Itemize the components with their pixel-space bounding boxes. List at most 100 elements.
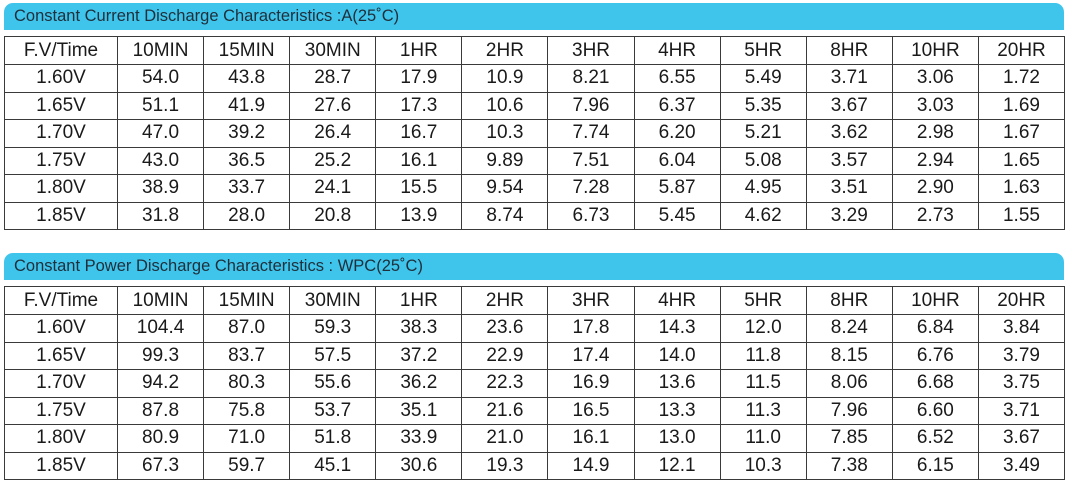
value-cell: 2.73 xyxy=(891,201,979,230)
table-row: 1.80V 80.9 71.0 51.8 33.9 21.0 16.1 13.0 11.0 7.8… xyxy=(4,424,1066,453)
column-header: 5HR xyxy=(719,286,807,315)
value-cell: 5.49 xyxy=(719,64,807,93)
value-cell: 9.54 xyxy=(461,174,549,203)
value-cell: 7.74 xyxy=(547,119,635,148)
table-row: 1.85V 67.3 59.7 45.1 30.6 19.3 14.9 12.1 10.3 7.3… xyxy=(4,451,1066,480)
column-header: 2HR xyxy=(461,286,549,315)
value-cell: 99.3 xyxy=(116,341,205,370)
table-row: 1.60V 104.4 87.0 59.3 38.3 23.6 17.8 14.3 12.0 8.… xyxy=(4,314,1066,343)
value-cell: 87.8 xyxy=(116,396,205,425)
value-cell: 6.52 xyxy=(891,424,979,453)
value-cell: 5.35 xyxy=(719,91,807,120)
value-cell: 30.6 xyxy=(375,451,463,480)
value-cell: 80.3 xyxy=(203,369,291,398)
column-header: 10HR xyxy=(891,286,979,315)
column-header: 5HR xyxy=(719,36,807,65)
value-cell: 13.3 xyxy=(633,396,721,425)
value-cell: 7.38 xyxy=(805,451,893,480)
value-cell: 15.5 xyxy=(375,174,463,203)
column-header: 2HR xyxy=(461,36,549,65)
value-cell: 8.74 xyxy=(461,201,549,230)
value-cell: 28.7 xyxy=(289,64,377,93)
value-cell: 6.04 xyxy=(633,146,721,175)
value-cell: 7.85 xyxy=(805,424,893,453)
power-discharge-table: F.V/Time 10MIN 15MIN 30MIN 1HR 2HR 3HR 4HR 5HR 8H… xyxy=(4,286,1066,480)
table-row: 1.70V 47.0 39.2 26.4 16.7 10.3 7.74 6.20 5.21 3.6… xyxy=(4,119,1066,148)
value-cell: 23.6 xyxy=(461,314,549,343)
value-cell: 1.69 xyxy=(977,91,1066,120)
value-cell: 51.1 xyxy=(116,91,205,120)
value-cell: 27.6 xyxy=(289,91,377,120)
column-header: 15MIN xyxy=(203,286,291,315)
value-cell: 2.94 xyxy=(891,146,979,175)
value-cell: 1.63 xyxy=(977,174,1066,203)
value-cell: 12.1 xyxy=(633,451,721,480)
value-cell: 6.15 xyxy=(891,451,979,480)
section-title: Constant Power Discharge Characteristics… xyxy=(4,253,1064,280)
value-cell: 5.87 xyxy=(633,174,721,203)
value-cell: 8.06 xyxy=(805,369,893,398)
column-header: 1HR xyxy=(375,36,463,65)
value-cell: 67.3 xyxy=(116,451,205,480)
column-header: 3HR xyxy=(547,36,635,65)
header-row: F.V/Time 10MIN 15MIN 30MIN 1HR 2HR 3HR 4HR 5HR 8H… xyxy=(4,286,1066,315)
value-cell: 16.9 xyxy=(547,369,635,398)
value-cell: 10.3 xyxy=(719,451,807,480)
value-cell: 36.2 xyxy=(375,369,463,398)
voltage-cell: 1.70V xyxy=(4,369,118,398)
value-cell: 6.60 xyxy=(891,396,979,425)
value-cell: 24.1 xyxy=(289,174,377,203)
value-cell: 51.8 xyxy=(289,424,377,453)
voltage-cell: 1.60V xyxy=(4,64,118,93)
value-cell: 17.8 xyxy=(547,314,635,343)
value-cell: 16.1 xyxy=(547,424,635,453)
value-cell: 17.3 xyxy=(375,91,463,120)
value-cell: 16.1 xyxy=(375,146,463,175)
table-row: 1.65V 99.3 83.7 57.5 37.2 22.9 17.4 14.0 11.8 8.1… xyxy=(4,341,1066,370)
value-cell: 43.0 xyxy=(116,146,205,175)
value-cell: 13.9 xyxy=(375,201,463,230)
value-cell: 3.71 xyxy=(805,64,893,93)
table-row: 1.65V 51.1 41.9 27.6 17.3 10.6 7.96 6.37 5.35 3.6… xyxy=(4,91,1066,120)
value-cell: 3.62 xyxy=(805,119,893,148)
value-cell: 6.68 xyxy=(891,369,979,398)
voltage-cell: 1.60V xyxy=(4,314,118,343)
voltage-cell: 1.75V xyxy=(4,396,118,425)
value-cell: 6.37 xyxy=(633,91,721,120)
table-row: 1.80V 38.9 33.7 24.1 15.5 9.54 7.28 5.87 4.95 3.5… xyxy=(4,174,1066,203)
value-cell: 38.9 xyxy=(116,174,205,203)
value-cell: 37.2 xyxy=(375,341,463,370)
voltage-cell: 1.65V xyxy=(4,341,118,370)
current-discharge-section: Constant Current Discharge Characteristi… xyxy=(4,3,1066,230)
value-cell: 3.03 xyxy=(891,91,979,120)
section-title: Constant Current Discharge Characteristi… xyxy=(4,3,1064,30)
value-cell: 22.9 xyxy=(461,341,549,370)
value-cell: 83.7 xyxy=(203,341,291,370)
value-cell: 31.8 xyxy=(116,201,205,230)
column-header: 10MIN xyxy=(116,286,205,315)
value-cell: 55.6 xyxy=(289,369,377,398)
value-cell: 3.84 xyxy=(977,314,1066,343)
value-cell: 11.3 xyxy=(719,396,807,425)
value-cell: 7.96 xyxy=(547,91,635,120)
value-cell: 8.24 xyxy=(805,314,893,343)
column-header: 20HR xyxy=(977,286,1066,315)
value-cell: 11.8 xyxy=(719,341,807,370)
value-cell: 38.3 xyxy=(375,314,463,343)
value-cell: 3.79 xyxy=(977,341,1066,370)
value-cell: 14.9 xyxy=(547,451,635,480)
value-cell: 6.84 xyxy=(891,314,979,343)
voltage-cell: 1.85V xyxy=(4,451,118,480)
value-cell: 3.57 xyxy=(805,146,893,175)
value-cell: 3.49 xyxy=(977,451,1066,480)
value-cell: 1.72 xyxy=(977,64,1066,93)
column-header: 3HR xyxy=(547,286,635,315)
value-cell: 28.0 xyxy=(203,201,291,230)
column-header: 10HR xyxy=(891,36,979,65)
value-cell: 3.29 xyxy=(805,201,893,230)
value-cell: 43.8 xyxy=(203,64,291,93)
table-row: 1.75V 87.8 75.8 53.7 35.1 21.6 16.5 13.3 11.3 7.9… xyxy=(4,396,1066,425)
value-cell: 75.8 xyxy=(203,396,291,425)
table-row: 1.60V 54.0 43.8 28.7 17.9 10.9 8.21 6.55 5.49 3.7… xyxy=(4,64,1066,93)
value-cell: 10.6 xyxy=(461,91,549,120)
